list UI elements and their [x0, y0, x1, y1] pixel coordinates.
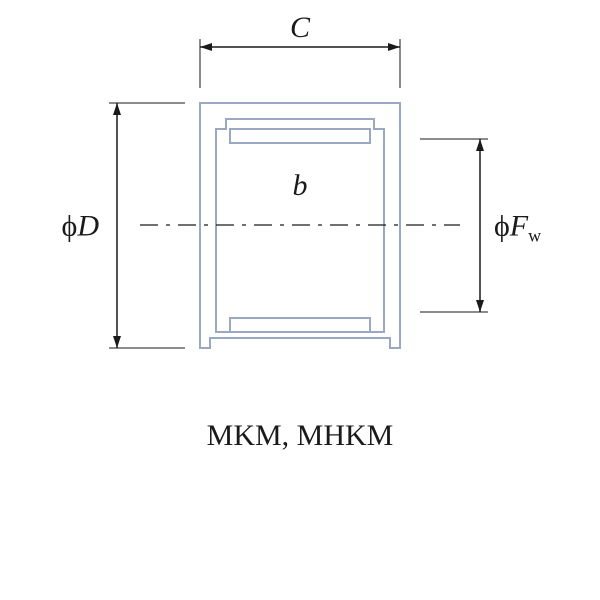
dim-label-b: b — [293, 169, 308, 202]
dim-label-d: ϕD — [62, 210, 100, 243]
dim-label-fw: ϕFw — [494, 210, 541, 246]
caption: MKM, MHKM — [207, 419, 394, 452]
dim-label-c: C — [290, 11, 311, 44]
